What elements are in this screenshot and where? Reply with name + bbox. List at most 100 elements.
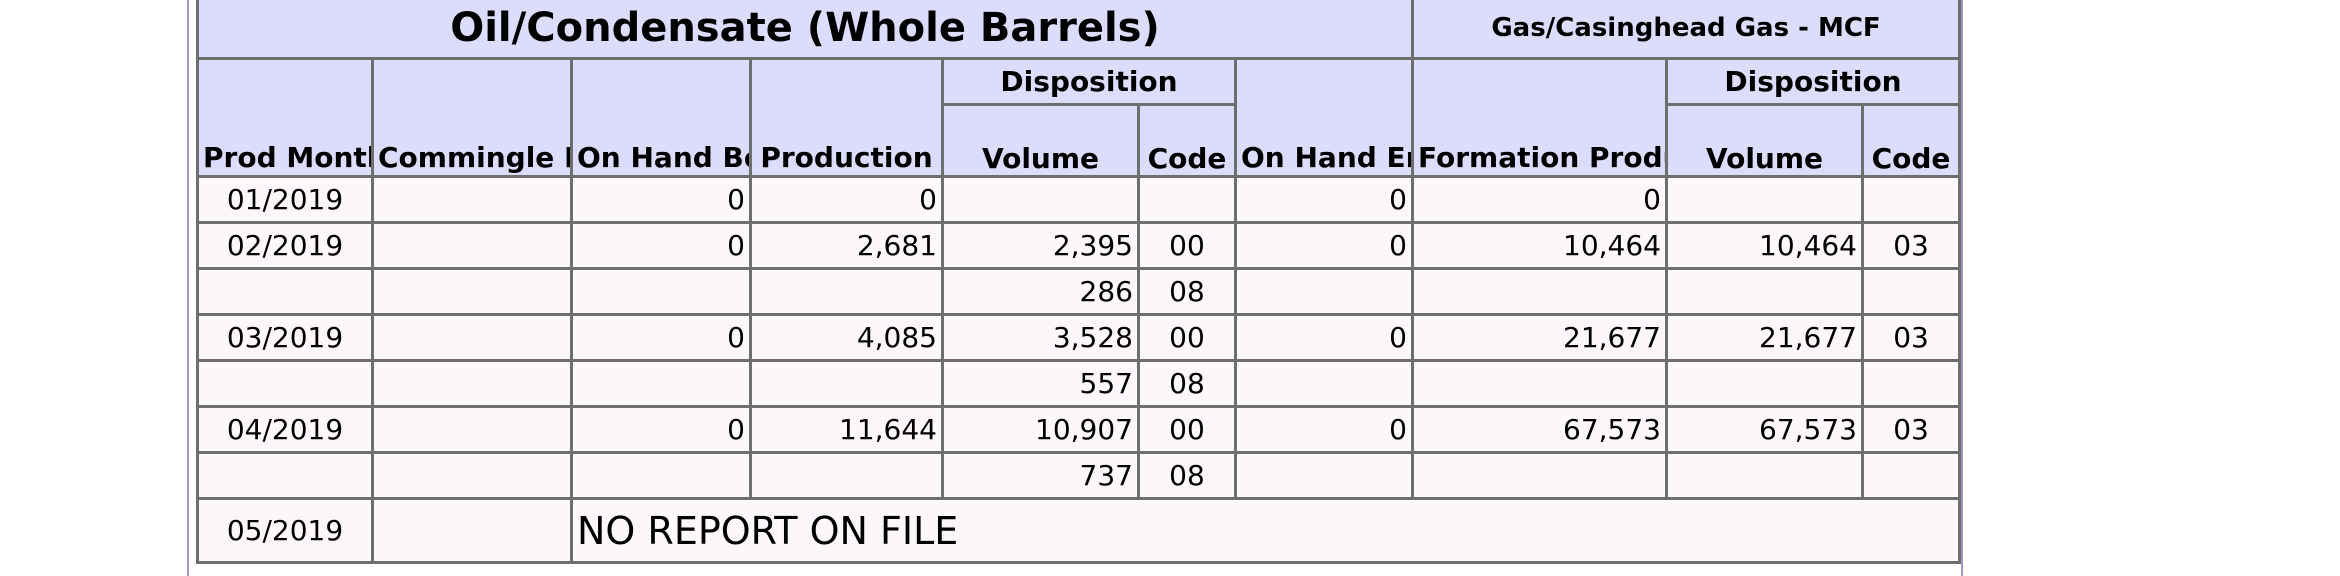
production-table: Oil/Condensate (Whole Barrels) Gas/Casin…	[196, 0, 1962, 564]
col-gas-code: Code	[1860, 103, 1962, 178]
cell-permit	[371, 175, 573, 224]
cell-oil-code: 08	[1137, 451, 1237, 500]
cell-on-hand-end: 0	[1234, 221, 1414, 270]
column-header-row-1: Prod Month Commingle Permit No. On Hand …	[196, 57, 1962, 178]
cell-permit	[371, 267, 573, 316]
cell-oil-code: 00	[1137, 221, 1237, 270]
cell-on-hand-end: 0	[1234, 405, 1414, 454]
cell-month	[196, 267, 374, 316]
table-row: 04/2019 0 11,644 10,907 00 0 67,573 67,5…	[196, 405, 1962, 454]
table-row: 557 08	[196, 359, 1962, 408]
cell-on-hand-begin: 0	[570, 405, 752, 454]
cell-formation	[1411, 267, 1668, 316]
cell-on-hand-begin: 0	[570, 175, 752, 224]
cell-production: 11,644	[749, 405, 944, 454]
cell-month	[196, 451, 374, 500]
cell-on-hand-begin	[570, 451, 752, 500]
cell-oil-code: 00	[1137, 313, 1237, 362]
col-oil-code: Code	[1137, 103, 1237, 178]
cell-gas-volume	[1665, 451, 1864, 500]
cell-oil-volume: 3,528	[941, 313, 1140, 362]
cell-oil-code	[1137, 175, 1237, 224]
cell-production	[749, 451, 944, 500]
cell-gas-volume	[1665, 267, 1864, 316]
cell-on-hand-begin	[570, 267, 752, 316]
cell-month	[196, 359, 374, 408]
cell-on-hand-end	[1234, 451, 1414, 500]
cell-gas-code	[1860, 359, 1962, 408]
cell-on-hand-begin	[570, 359, 752, 408]
cell-on-hand-end	[1234, 267, 1414, 316]
cell-oil-code: 08	[1137, 267, 1237, 316]
no-report-message: NO REPORT ON FILE	[569, 497, 1962, 564]
col-prod-month: Prod Month	[196, 57, 374, 178]
cell-gas-volume	[1665, 175, 1864, 224]
col-gas-volume: Volume	[1665, 103, 1864, 178]
cell-permit	[371, 405, 573, 454]
cell-formation: 10,464	[1411, 221, 1668, 270]
cell-permit	[371, 221, 573, 270]
gas-section-title: Gas/Casinghead Gas - MCF	[1410, 0, 1962, 60]
cell-permit	[371, 359, 573, 408]
title-header-row: Oil/Condensate (Whole Barrels) Gas/Casin…	[196, 0, 1962, 60]
cell-production: 4,085	[749, 313, 944, 362]
cell-gas-code	[1860, 175, 1962, 224]
cell-on-hand-end	[1234, 359, 1414, 408]
table-row: 286 08	[196, 267, 1962, 316]
cell-on-hand-begin: 0	[570, 221, 752, 270]
cell-production	[749, 267, 944, 316]
col-oil-volume: Volume	[941, 103, 1140, 178]
table-row: 01/2019 0 0 0 0	[196, 175, 1962, 224]
cell-oil-volume: 2,395	[941, 221, 1140, 270]
table-row: 02/2019 0 2,681 2,395 00 0 10,464 10,464…	[196, 221, 1962, 270]
cell-oil-volume: 737	[941, 451, 1140, 500]
cell-gas-volume: 21,677	[1665, 313, 1864, 362]
col-oil-disposition: Disposition	[941, 57, 1237, 106]
cell-oil-volume: 286	[941, 267, 1140, 316]
table-row: 03/2019 0 4,085 3,528 00 0 21,677 21,677…	[196, 313, 1962, 362]
cell-oil-volume: 557	[941, 359, 1140, 408]
cell-on-hand-end: 0	[1234, 313, 1414, 362]
cell-formation: 21,677	[1411, 313, 1668, 362]
cell-gas-volume: 67,573	[1665, 405, 1864, 454]
cell-on-hand-end: 0	[1234, 175, 1414, 224]
cell-oil-code: 08	[1137, 359, 1237, 408]
cell-month: 04/2019	[196, 405, 374, 454]
table-row: 737 08	[196, 451, 1962, 500]
column-header-row-2: Volume Code Volume Code	[198, 103, 1962, 178]
cell-formation: 67,573	[1411, 405, 1668, 454]
col-on-hand-begin: On Hand Beginning of Month	[570, 57, 752, 178]
cell-oil-code: 00	[1137, 405, 1237, 454]
cell-gas-code: 03	[1860, 405, 1962, 454]
cell-on-hand-begin: 0	[570, 313, 752, 362]
col-on-hand-end: On Hand End of Month	[1234, 57, 1414, 178]
cell-permit	[371, 497, 573, 564]
cell-formation	[1411, 451, 1668, 500]
cell-production: 0	[749, 175, 944, 224]
col-gas-disposition: Disposition	[1664, 57, 1962, 106]
cell-month: 02/2019	[196, 221, 374, 270]
cell-oil-volume	[941, 175, 1140, 224]
cell-gas-code: 03	[1860, 313, 1962, 362]
table-frame	[187, 0, 1963, 576]
cell-production	[749, 359, 944, 408]
cell-month: 01/2019	[196, 175, 374, 224]
cell-gas-volume	[1665, 359, 1864, 408]
cell-formation	[1411, 359, 1668, 408]
col-commingle-permit: Commingle Permit No.	[371, 57, 573, 178]
cell-production: 2,681	[749, 221, 944, 270]
cell-month: 05/2019	[196, 497, 374, 564]
cell-permit	[371, 451, 573, 500]
cell-formation: 0	[1411, 175, 1668, 224]
col-production: Production	[749, 57, 944, 178]
table-row-no-report: 05/2019 NO REPORT ON FILE	[196, 497, 1962, 564]
cell-gas-code: 03	[1860, 221, 1962, 270]
oil-section-title: Oil/Condensate (Whole Barrels)	[196, 0, 1414, 60]
cell-month: 03/2019	[196, 313, 374, 362]
cell-gas-code	[1860, 451, 1962, 500]
cell-gas-code	[1860, 267, 1962, 316]
cell-permit	[371, 313, 573, 362]
cell-oil-volume: 10,907	[941, 405, 1140, 454]
cell-gas-volume: 10,464	[1665, 221, 1864, 270]
col-formation-production: Formation Production	[1411, 57, 1668, 178]
